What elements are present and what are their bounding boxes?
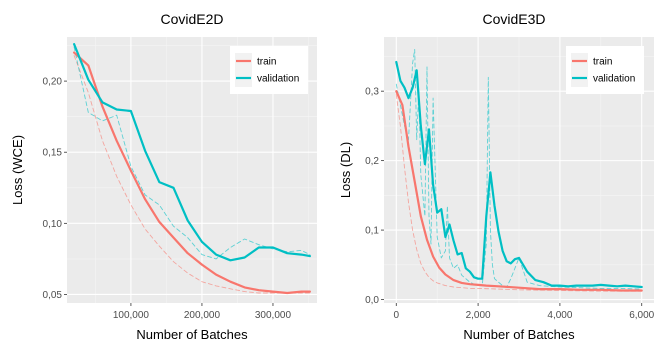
legend-label-validation: validation (593, 74, 635, 85)
x-tick-label: 6,000 (629, 310, 654, 321)
y-axis-label: Loss (WCE) (10, 135, 25, 205)
x-axis-ticks: 100,000 200,000 300,000 (113, 303, 292, 321)
y-tick-label: 0,05 (43, 290, 63, 301)
y-tick-label: 0,2 (365, 156, 379, 167)
grid (67, 37, 317, 303)
x-tick-label: 4,000 (547, 310, 572, 321)
y-tick-label: 0,20 (43, 77, 63, 88)
y-tick-label: 0,0 (365, 295, 379, 306)
chart-title: CovidE2D (160, 11, 223, 27)
y-axis-ticks: 0,0 0,1 0,2 0,3 (365, 87, 384, 306)
legend-label-train: train (593, 57, 612, 68)
series-line-dashed (395, 94, 643, 292)
series-lines (72, 42, 311, 295)
x-axis-label: Number of Batches (463, 327, 575, 342)
x-tick-label: 100,000 (113, 310, 150, 321)
x-tick-label: 0 (393, 310, 399, 321)
x-tick-label: 300,000 (255, 310, 292, 321)
y-axis-ticks: 0,05 0,10 0,15 0,20 (43, 77, 67, 301)
y-axis-label: Loss (DL) (338, 142, 353, 198)
y-tick-label: 0,3 (365, 87, 379, 98)
y-tick-label: 0,15 (43, 148, 63, 159)
legend: train validation (566, 46, 644, 94)
panel-covide2d: CovidE2D 0,05 0,10 0,15 0,20 100,000 200,000… (10, 11, 317, 342)
y-tick-label: 0,1 (365, 226, 379, 237)
series-line-dashed (73, 46, 311, 260)
series-line-train (395, 90, 643, 292)
legend-label-validation: validation (257, 74, 299, 85)
series-line-dashed (395, 49, 643, 290)
series-line-validation (395, 60, 643, 289)
y-tick-label: 0,10 (43, 219, 63, 230)
series-line-validation (72, 42, 311, 262)
chart-title: CovidE3D (482, 11, 545, 27)
legend: train validation (230, 46, 308, 94)
panel-covide3d: CovidE3D 0,0 0,1 0,2 0,3 0 2,000 4,000 6,000 N… (338, 11, 655, 342)
x-axis-ticks: 0 2,000 4,000 6,000 (393, 303, 655, 321)
x-tick-label: 200,000 (184, 310, 221, 321)
legend-label-train: train (257, 57, 276, 68)
series-line-train (72, 51, 311, 295)
series-line-dashed (73, 55, 311, 294)
x-axis-label: Number of Batches (136, 327, 248, 342)
x-tick-label: 2,000 (466, 310, 491, 321)
series-lines (395, 49, 643, 292)
